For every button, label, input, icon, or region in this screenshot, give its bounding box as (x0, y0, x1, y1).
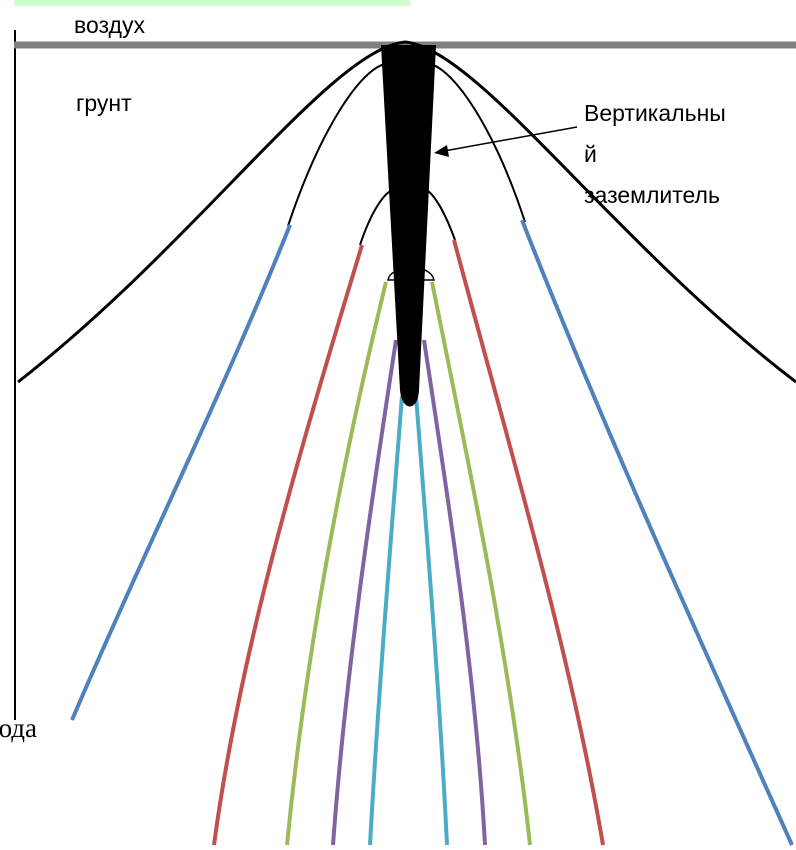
electrode-label-line-1: Вертикальны (584, 100, 726, 126)
current-line-cyan-left (368, 395, 404, 846)
current-line-purple-right (422, 339, 487, 846)
current-line-green-left (285, 281, 388, 846)
electrode-label: Вертикальны й заземлитель (584, 93, 784, 216)
electrode-label-line-2: й (584, 141, 597, 167)
partial-caption-text: вода (0, 713, 38, 743)
current-line-blue-left (70, 224, 292, 721)
air-label: воздух (74, 12, 145, 38)
current-line-cyan-right (414, 395, 449, 846)
inner-potential-curve-1 (287, 63, 526, 227)
electrode-label-line-3: заземлитель (584, 182, 720, 208)
current-line-purple-left (331, 339, 398, 846)
current-line-red-left (212, 244, 364, 846)
top-strip (14, 0, 410, 6)
pointer-arrowhead (434, 145, 449, 157)
current-line-blue-right (520, 219, 794, 846)
pointer-arrow-line (443, 126, 578, 152)
current-line-green-right (430, 281, 532, 846)
outer-potential-curve (17, 40, 796, 384)
vertical-electrode (381, 45, 436, 407)
soil-label: грунт (76, 90, 132, 116)
current-line-red-right (452, 239, 605, 846)
